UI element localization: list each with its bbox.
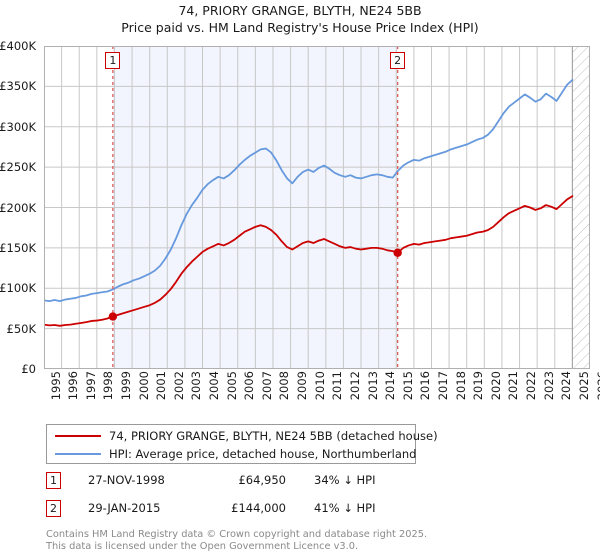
- x-axis-tick-label: 2019: [471, 371, 486, 401]
- x-axis-tick-label: 1996: [66, 371, 81, 401]
- chart-canvas: [44, 46, 590, 369]
- footer-attribution: Contains HM Land Registry data © Crown c…: [46, 529, 586, 552]
- legend-swatch-hpi: [55, 453, 101, 455]
- transaction-price: £64,950: [238, 473, 286, 487]
- x-axis-tick-label: 1995: [48, 371, 63, 401]
- x-axis-tick-label: 2007: [259, 371, 274, 401]
- x-axis-tick-label: 1999: [118, 371, 133, 401]
- x-axis-tick-label: 1997: [83, 371, 98, 401]
- legend-item-hpi: HPI: Average price, detached house, Nort…: [55, 445, 416, 463]
- x-axis-tick-label: 2018: [453, 371, 468, 401]
- x-axis-tick-label: 2024: [559, 371, 574, 401]
- x-axis-tick-label: 2001: [154, 371, 169, 401]
- x-axis-tick-label: 2015: [400, 371, 415, 401]
- legend-swatch-price-paid: [55, 435, 101, 437]
- x-axis-tick-label: 2010: [312, 371, 327, 401]
- chart-title-block: 74, PRIORY GRANGE, BLYTH, NE24 5BB Price…: [0, 2, 600, 36]
- chart-legend: 74, PRIORY GRANGE, BLYTH, NE24 5BB (deta…: [46, 424, 438, 464]
- x-axis-tick-label: 2004: [207, 371, 222, 401]
- transaction-date: 29-JAN-2015: [88, 501, 161, 515]
- transaction-hpi-delta: 34% ↓ HPI: [314, 473, 376, 487]
- transaction-date: 27-NOV-1998: [88, 473, 165, 487]
- legend-label-price-paid: 74, PRIORY GRANGE, BLYTH, NE24 5BB (deta…: [109, 429, 438, 443]
- x-axis-tick-label: 2016: [418, 371, 433, 401]
- x-axis-tick-label: 2013: [365, 371, 380, 401]
- y-axis-tick-label: £0: [21, 362, 36, 376]
- x-axis-tick-label: 2009: [295, 371, 310, 401]
- x-axis-tick-label: 2014: [383, 371, 398, 401]
- x-axis-tick-label: 2005: [224, 371, 239, 401]
- x-axis-labels: 1995 1996 1997 1998 1999 2000 2001 2002 2003 2004…: [44, 371, 600, 417]
- chart-marker-badge: 1: [105, 52, 121, 69]
- x-axis-tick-label: 2025: [576, 371, 591, 401]
- x-axis-tick-label: 2017: [435, 371, 450, 401]
- transaction-price: £144,000: [231, 501, 286, 515]
- x-axis-tick-label: 2021: [506, 371, 521, 401]
- chart-marker-badge: 2: [390, 52, 406, 69]
- footer-copyright-line: Contains HM Land Registry data © Crown c…: [46, 529, 428, 540]
- x-axis-tick-label: 2002: [171, 371, 186, 401]
- footer-licence-line: This data is licensed under the Open Gov…: [46, 540, 359, 552]
- plot-area: [44, 46, 590, 369]
- grid-lines: [44, 46, 590, 369]
- y-axis-tick-label: £350K: [0, 79, 36, 94]
- y-axis-tick-label: £150K: [0, 240, 36, 255]
- y-axis-tick-label: £400K: [0, 39, 36, 53]
- y-axis-labels: £0 £50K £100K £150K £200K £250K £300K £350K £400…: [0, 39, 40, 376]
- x-axis-tick-label: 2023: [541, 371, 556, 401]
- transaction-index-badge: 2: [46, 500, 61, 517]
- legend-item-price-paid: 74, PRIORY GRANGE, BLYTH, NE24 5BB (deta…: [55, 427, 438, 445]
- series-lines: [44, 79, 574, 327]
- page-title: 74, PRIORY GRANGE, BLYTH, NE24 5BB: [178, 3, 422, 18]
- x-axis-tick-label: 1998: [101, 371, 116, 401]
- y-axis-tick-label: £300K: [0, 119, 36, 134]
- x-axis-tick-label: 2011: [330, 371, 345, 401]
- x-axis-tick-label: 2003: [189, 371, 204, 401]
- page-subtitle: Price paid vs. HM Land Registry's House …: [121, 20, 479, 35]
- x-axis-tick-label: 2000: [136, 371, 151, 401]
- y-axis-tick-label: £200K: [0, 200, 36, 215]
- y-axis-tick-label: £250K: [0, 160, 36, 175]
- transaction-point-markers: [108, 248, 402, 321]
- x-axis-tick-label: 2022: [524, 371, 539, 401]
- x-axis-tick-label: 2006: [242, 371, 257, 401]
- transaction-hpi-delta: 41% ↓ HPI: [314, 501, 376, 515]
- y-axis-tick-label: £50K: [6, 321, 37, 336]
- legend-label-hpi: HPI: Average price, detached house, Nort…: [109, 447, 417, 461]
- no-data-hatch-region: [571, 46, 590, 369]
- y-axis-tick-label: £100K: [0, 281, 36, 296]
- x-axis-tick-label: 2008: [277, 371, 292, 401]
- transaction-index-badge: 1: [46, 472, 61, 489]
- x-axis-tick-label: 2012: [347, 371, 362, 401]
- x-axis-tick-label: 2026: [594, 371, 600, 401]
- x-axis-tick-label: 2020: [488, 371, 503, 401]
